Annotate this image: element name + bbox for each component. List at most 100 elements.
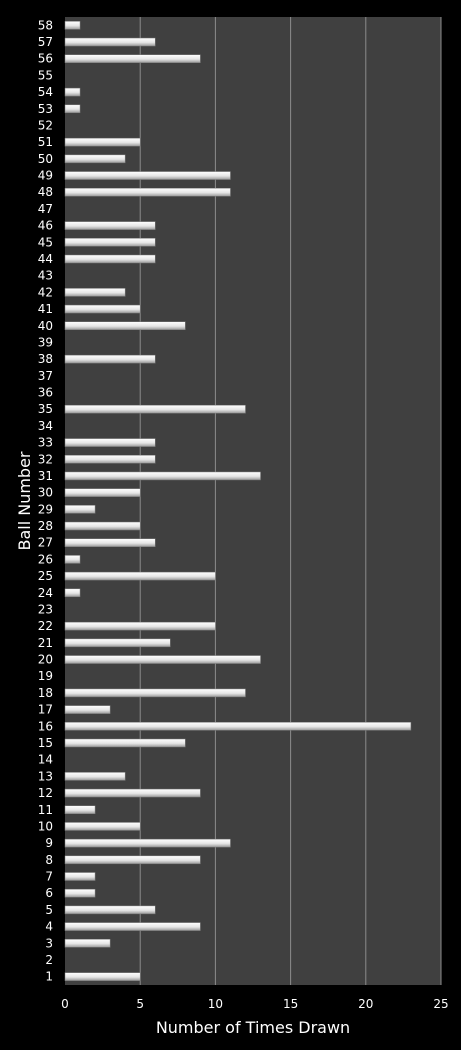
bar-ball-28 — [64, 521, 141, 531]
y-tick-label-29: 29 — [38, 502, 53, 516]
y-tick-label-26: 26 — [38, 552, 53, 566]
bar-ball-31 — [64, 471, 261, 481]
y-tick-label-24: 24 — [38, 586, 53, 600]
y-tick-label-25: 25 — [38, 569, 53, 583]
x-tick-label-20: 20 — [358, 997, 373, 1011]
y-tick-label-20: 20 — [38, 653, 53, 667]
y-tick-label-30: 30 — [38, 486, 53, 500]
bar-ball-15 — [64, 738, 186, 748]
y-tick-label-8: 8 — [45, 853, 53, 867]
y-tick-label-43: 43 — [38, 269, 53, 283]
bar-ball-57 — [64, 37, 156, 47]
bar-ball-48 — [64, 187, 231, 197]
y-tick-label-52: 52 — [38, 118, 53, 132]
y-tick-label-53: 53 — [38, 102, 53, 116]
y-tick-label-19: 19 — [38, 669, 53, 683]
y-tick-label-39: 39 — [38, 335, 53, 349]
y-tick-label-35: 35 — [38, 402, 53, 416]
y-tick-label-51: 51 — [38, 135, 53, 149]
y-tick-label-57: 57 — [38, 35, 53, 49]
bar-ball-33 — [64, 438, 156, 447]
y-tick-label-46: 46 — [38, 219, 53, 233]
y-tick-label-56: 56 — [38, 52, 53, 66]
bar-ball-16 — [64, 722, 412, 731]
bar-ball-5 — [64, 905, 156, 915]
y-tick-label-33: 33 — [38, 436, 53, 450]
y-tick-label-16: 16 — [38, 719, 53, 733]
y-tick-label-55: 55 — [38, 68, 53, 82]
bar-ball-30 — [64, 488, 141, 497]
bar-ball-22 — [64, 621, 216, 631]
y-tick-label-11: 11 — [38, 803, 53, 817]
y-tick-label-5: 5 — [45, 903, 53, 917]
bar-ball-26 — [64, 555, 81, 564]
y-tick-label-50: 50 — [38, 152, 53, 166]
y-tick-label-10: 10 — [38, 819, 53, 833]
y-tick-label-6: 6 — [45, 886, 53, 900]
bar-ball-25 — [64, 571, 216, 581]
bars — [64, 21, 412, 981]
bar-ball-56 — [64, 54, 201, 63]
x-tick-label-5: 5 — [136, 997, 144, 1011]
y-tick-labels: 1234567891011121314151617181920212223242… — [38, 18, 53, 983]
bar-ball-29 — [64, 505, 96, 514]
bar-ball-10 — [64, 822, 141, 831]
y-tick-label-3: 3 — [45, 936, 53, 950]
bar-ball-27 — [64, 538, 156, 547]
bar-ball-40 — [64, 321, 186, 331]
y-tick-label-1: 1 — [45, 970, 53, 984]
bar-ball-32 — [64, 455, 156, 464]
y-tick-label-17: 17 — [38, 703, 53, 717]
x-tick-label-25: 25 — [433, 997, 448, 1011]
y-tick-label-32: 32 — [38, 452, 53, 466]
bar-ball-44 — [64, 254, 156, 264]
bar-ball-41 — [64, 304, 141, 314]
y-tick-label-27: 27 — [38, 536, 53, 550]
bar-ball-1 — [64, 972, 141, 981]
y-tick-label-54: 54 — [38, 85, 53, 99]
bar-ball-53 — [64, 104, 81, 114]
x-tick-label-15: 15 — [283, 997, 298, 1011]
bar-ball-3 — [64, 939, 111, 948]
y-tick-label-36: 36 — [38, 386, 53, 400]
bar-ball-4 — [64, 922, 201, 931]
y-tick-label-49: 49 — [38, 169, 53, 183]
y-tick-label-12: 12 — [38, 786, 53, 800]
y-tick-label-47: 47 — [38, 202, 53, 216]
bar-ball-58 — [64, 21, 81, 30]
bar-ball-35 — [64, 404, 246, 414]
bar-ball-6 — [64, 888, 96, 898]
x-tick-labels: 0 5 10 15 20 25 — [61, 997, 448, 1011]
bar-ball-54 — [64, 87, 81, 97]
y-tick-label-28: 28 — [38, 519, 53, 533]
y-tick-label-2: 2 — [45, 953, 53, 967]
bar-ball-20 — [64, 655, 261, 664]
bar-ball-21 — [64, 638, 171, 648]
y-tick-label-22: 22 — [38, 619, 53, 633]
bar-ball-9 — [64, 838, 231, 848]
y-tick-label-48: 48 — [38, 185, 53, 199]
y-tick-label-38: 38 — [38, 352, 53, 366]
bar-ball-24 — [64, 588, 81, 598]
bar-ball-11 — [64, 805, 96, 815]
y-tick-label-31: 31 — [38, 469, 53, 483]
y-axis-title: Ball Number — [15, 451, 34, 550]
bar-ball-12 — [64, 788, 201, 798]
bar-ball-42 — [64, 288, 126, 297]
y-tick-label-4: 4 — [45, 920, 53, 934]
y-tick-label-44: 44 — [38, 252, 53, 266]
bar-ball-13 — [64, 772, 126, 781]
x-axis-title: Number of Times Drawn — [156, 1018, 350, 1037]
bar-ball-50 — [64, 154, 126, 164]
x-tick-label-10: 10 — [208, 997, 223, 1011]
y-tick-label-14: 14 — [38, 753, 53, 767]
bar-ball-7 — [64, 872, 96, 881]
y-tick-label-15: 15 — [38, 736, 53, 750]
y-tick-label-45: 45 — [38, 235, 53, 249]
y-tick-label-21: 21 — [38, 636, 53, 650]
y-tick-label-13: 13 — [38, 769, 53, 783]
y-tick-label-34: 34 — [38, 419, 53, 433]
y-tick-label-37: 37 — [38, 369, 53, 383]
